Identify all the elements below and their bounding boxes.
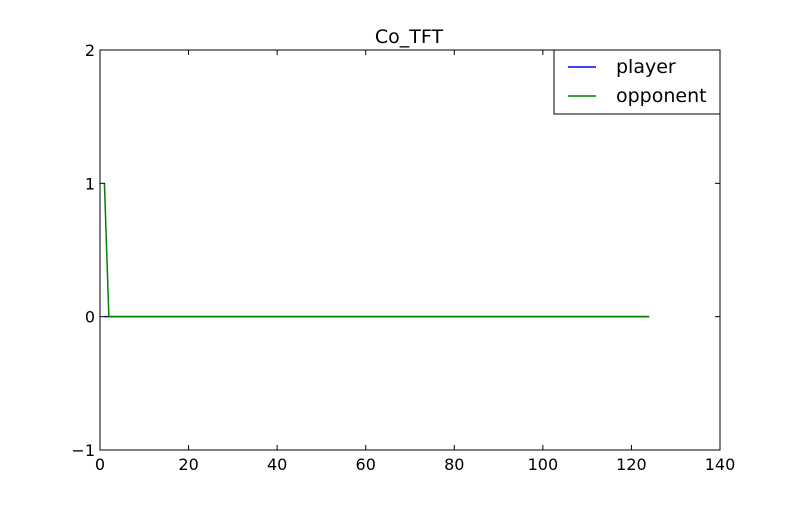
chart-title: Co_TFT bbox=[375, 26, 444, 48]
x-tick-label: 120 bbox=[616, 455, 647, 474]
x-tick-label: 100 bbox=[528, 455, 559, 474]
series-layer bbox=[103, 183, 650, 318]
x-tick-label: 140 bbox=[705, 455, 736, 474]
x-tick-label: 80 bbox=[444, 455, 464, 474]
y-tick-label: 1 bbox=[85, 174, 95, 193]
plot-frame bbox=[99, 49, 721, 451]
y-tick-label: 2 bbox=[85, 41, 95, 60]
y-tick-label: 0 bbox=[85, 308, 95, 327]
y-tick-label: −1 bbox=[71, 441, 95, 460]
legend-box bbox=[553, 49, 721, 115]
legend-label-player: player bbox=[616, 56, 676, 78]
x-tick-label: 20 bbox=[178, 455, 198, 474]
series-line-opponent bbox=[103, 183, 650, 318]
legend-label-opponent: opponent bbox=[616, 85, 707, 107]
x-tick-label: 60 bbox=[356, 455, 376, 474]
legend: player opponent bbox=[553, 49, 721, 115]
x-tick-label: 0 bbox=[95, 455, 105, 474]
x-tick-label: 40 bbox=[267, 455, 287, 474]
